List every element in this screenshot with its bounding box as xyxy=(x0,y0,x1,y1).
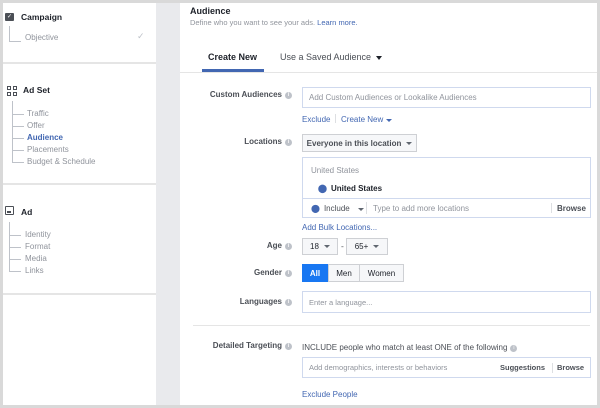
custom-audiences-input[interactable]: Add Custom Audiences or Lookalike Audien… xyxy=(302,87,591,108)
languages-label: Languages i xyxy=(240,297,292,306)
learn-more-link[interactable]: Learn more. xyxy=(317,18,358,27)
campaign-check-icon: ✓ xyxy=(5,13,14,21)
active-tab-indicator xyxy=(202,69,264,72)
caret-down-icon xyxy=(357,208,364,211)
locations-box: United States ⬤ United States ⬤ Include Ty… xyxy=(302,157,591,218)
age-max-dropdown[interactable]: 65+ xyxy=(346,238,388,255)
section-title-adset: Ad Set xyxy=(23,85,50,95)
gender-men-button[interactable]: Men xyxy=(328,264,360,282)
include-text: INCLUDE people who match at least ONE of… xyxy=(302,343,518,352)
custom-audiences-label: Custom Audiences i xyxy=(210,90,292,99)
detailed-targeting-label: Detailed Targeting i xyxy=(213,341,292,350)
section-title-ad: Ad xyxy=(21,207,33,217)
info-icon[interactable]: i xyxy=(285,243,292,250)
browse-targeting-button[interactable]: Browse xyxy=(557,363,585,372)
sidebar-item-links[interactable]: Links xyxy=(25,266,44,275)
suggestions-button[interactable]: Suggestions xyxy=(500,363,546,372)
exclude-people-link[interactable]: Exclude People xyxy=(302,390,358,399)
caret-down-icon xyxy=(376,56,383,60)
caret-down-icon xyxy=(323,245,330,248)
location-search-input[interactable]: Type to add more locations xyxy=(373,204,470,213)
caret-down-icon xyxy=(406,141,413,145)
browse-locations-button[interactable]: Browse xyxy=(557,204,586,213)
info-icon[interactable]: i xyxy=(285,139,292,146)
page-description: Define who you want to see your ads. Lea… xyxy=(190,18,358,27)
sidebar-item-media[interactable]: Media xyxy=(25,254,47,263)
sidebar-item-budget-schedule[interactable]: Budget & Schedule xyxy=(27,157,96,166)
exclude-link[interactable]: Exclude xyxy=(302,115,331,124)
sidebar-item-identity[interactable]: Identity xyxy=(25,230,51,239)
sidebar-item-objective[interactable]: Objective xyxy=(25,33,59,42)
age-min-dropdown[interactable]: 18 xyxy=(302,238,338,255)
gender-women-button[interactable]: Women xyxy=(359,264,404,282)
page-title: Audience xyxy=(190,6,231,16)
tab-create-new[interactable]: Create New xyxy=(208,52,258,62)
include-dropdown[interactable]: ⬤ Include xyxy=(311,204,364,213)
pin-icon: ⬤ xyxy=(318,184,327,193)
sidebar-item-audience[interactable]: Audience xyxy=(27,133,64,142)
locations-label: Locations i xyxy=(244,137,292,146)
audience-panel: Audience Define who you want to see your… xyxy=(180,3,597,405)
gender-all-button[interactable]: All xyxy=(302,264,328,282)
info-icon[interactable]: i xyxy=(285,92,292,99)
pin-icon: ⬤ xyxy=(311,204,320,213)
add-bulk-locations-link[interactable]: Add Bulk Locations... xyxy=(302,223,378,232)
caret-down-icon xyxy=(373,245,380,248)
selected-location[interactable]: ⬤ United States xyxy=(318,184,383,193)
sidebar-item-offer[interactable]: Offer xyxy=(27,121,45,130)
sidebar: ✓ Campaign Objective ✓ Ad Set Traffic Of… xyxy=(3,3,156,405)
detailed-targeting-input[interactable]: Add demographics, interests or behaviors… xyxy=(302,357,591,378)
info-icon[interactable]: i xyxy=(285,343,292,350)
section-title-campaign: Campaign xyxy=(21,12,63,22)
info-icon[interactable]: i xyxy=(285,270,292,277)
gutter xyxy=(156,3,180,405)
languages-input[interactable]: Enter a language... xyxy=(302,291,591,313)
create-new-dropdown[interactable]: Create New xyxy=(341,115,393,124)
sidebar-item-placements[interactable]: Placements xyxy=(27,145,69,154)
tab-saved-audience[interactable]: Use a Saved Audience xyxy=(280,52,383,62)
sidebar-item-format[interactable]: Format xyxy=(25,242,51,251)
age-label: Age i xyxy=(267,241,292,250)
adset-grid-icon xyxy=(7,86,17,96)
divider xyxy=(193,325,590,326)
ad-icon xyxy=(5,206,14,215)
location-mode-dropdown[interactable]: Everyone in this location xyxy=(302,134,417,152)
location-group-label: United States xyxy=(311,166,360,175)
info-icon[interactable]: i xyxy=(285,299,292,306)
check-icon: ✓ xyxy=(137,31,145,41)
gender-label: Gender i xyxy=(254,268,292,277)
caret-down-icon xyxy=(386,119,393,122)
info-icon[interactable]: i xyxy=(510,345,518,352)
age-separator: - xyxy=(341,241,344,251)
sidebar-item-traffic[interactable]: Traffic xyxy=(27,109,49,118)
